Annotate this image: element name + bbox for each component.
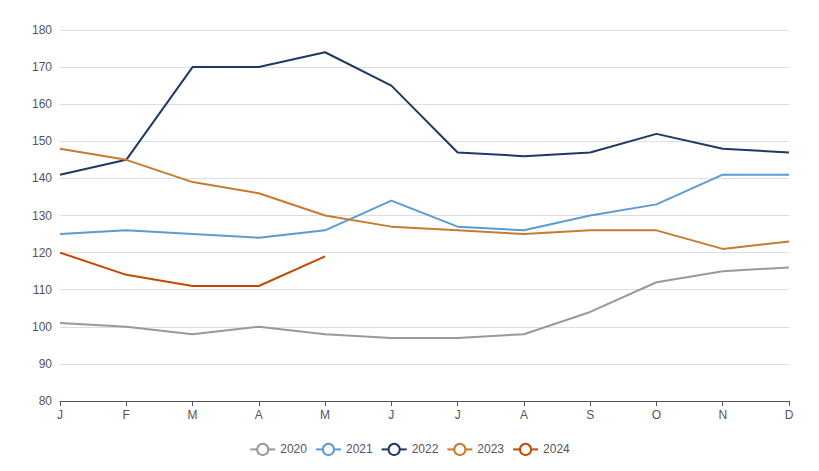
svg-text:2022: 2022 bbox=[412, 442, 439, 456]
svg-text:180: 180 bbox=[32, 23, 52, 37]
svg-text:M: M bbox=[320, 408, 330, 422]
svg-text:170: 170 bbox=[32, 60, 52, 74]
svg-text:F: F bbox=[123, 408, 130, 422]
svg-text:2021: 2021 bbox=[346, 442, 373, 456]
svg-text:110: 110 bbox=[33, 283, 52, 297]
svg-text:130: 130 bbox=[32, 209, 52, 223]
svg-text:O: O bbox=[652, 408, 661, 422]
svg-text:80: 80 bbox=[39, 394, 53, 408]
svg-text:140: 140 bbox=[32, 171, 52, 185]
svg-text:90: 90 bbox=[39, 357, 53, 371]
svg-text:D: D bbox=[785, 408, 794, 422]
svg-text:2024: 2024 bbox=[543, 442, 570, 456]
svg-text:2020: 2020 bbox=[280, 442, 307, 456]
svg-text:100: 100 bbox=[32, 320, 52, 334]
svg-text:J: J bbox=[57, 408, 63, 422]
svg-text:N: N bbox=[718, 408, 727, 422]
svg-text:J: J bbox=[455, 408, 461, 422]
svg-text:160: 160 bbox=[32, 97, 52, 111]
svg-text:A: A bbox=[520, 408, 528, 422]
svg-text:A: A bbox=[255, 408, 263, 422]
svg-text:J: J bbox=[388, 408, 394, 422]
svg-text:2023: 2023 bbox=[477, 442, 504, 456]
svg-text:S: S bbox=[586, 408, 594, 422]
svg-text:M: M bbox=[188, 408, 198, 422]
svg-text:120: 120 bbox=[32, 246, 52, 260]
svg-text:150: 150 bbox=[32, 134, 52, 148]
